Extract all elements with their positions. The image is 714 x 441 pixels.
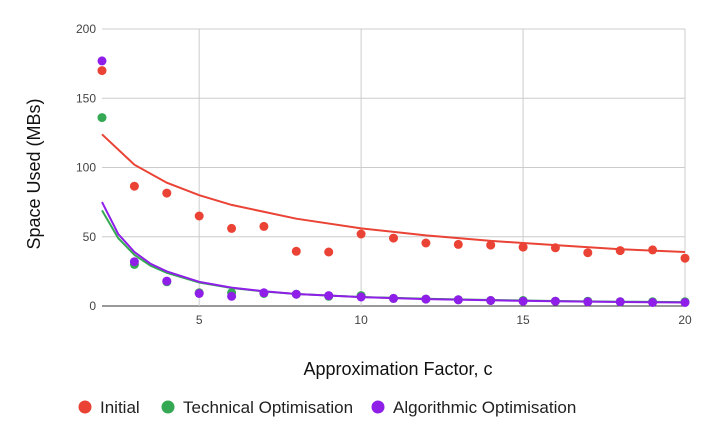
data-point-series-2 — [194, 289, 204, 298]
data-point-series-0 — [324, 247, 334, 257]
data-point-series-1 — [97, 113, 107, 123]
data-point-series-0 — [583, 248, 593, 258]
data-point-series-0 — [227, 223, 237, 233]
legend-label: Technical Optimisation — [183, 398, 353, 417]
data-point-series-0 — [648, 245, 658, 255]
trendline-series-1 — [101, 209, 686, 304]
legend-label: Algorithmic Optimisation — [393, 398, 576, 417]
y-tick-label: 0 — [89, 299, 96, 313]
data-point-series-2 — [356, 292, 366, 302]
data-point-series-2 — [259, 288, 269, 298]
legend-marker — [371, 400, 385, 414]
y-tick-label: 100 — [76, 161, 96, 175]
data-point-series-0 — [486, 240, 496, 250]
data-point-series-2 — [583, 297, 593, 307]
data-point-series-0 — [518, 242, 528, 252]
data-point-series-2 — [291, 289, 301, 299]
data-point-series-2 — [486, 296, 496, 305]
data-point-series-0 — [291, 246, 301, 256]
data-points — [97, 56, 690, 307]
data-point-series-2 — [389, 293, 398, 303]
legend-marker — [78, 400, 92, 414]
data-point-series-2 — [680, 298, 690, 307]
data-point-series-2 — [227, 291, 237, 301]
y-axis-ticks: 0 50 100 150 200 — [76, 22, 96, 313]
data-point-series-0 — [97, 66, 107, 76]
y-tick-label: 150 — [76, 91, 96, 105]
data-point-series-0 — [389, 233, 398, 243]
legend-item: Algorithmic Optimisation — [371, 398, 576, 417]
x-axis-title: Approximation Factor, c — [303, 359, 492, 379]
legend: Initial Technical Optimisation Algorithmic… — [78, 398, 576, 417]
data-point-series-0 — [356, 229, 366, 239]
data-point-series-2 — [550, 296, 560, 306]
y-tick-label: 200 — [76, 22, 96, 36]
data-point-series-0 — [259, 221, 269, 231]
data-point-series-0 — [162, 188, 172, 198]
data-point-series-2 — [324, 291, 334, 301]
x-tick-label: 20 — [678, 313, 692, 327]
legend-label: Initial — [100, 398, 140, 417]
trendlines — [101, 133, 686, 304]
data-point-series-2 — [162, 276, 172, 286]
y-tick-label: 50 — [83, 230, 97, 244]
data-point-series-2 — [129, 257, 139, 267]
trendline-series-0 — [101, 133, 686, 253]
data-point-series-0 — [129, 181, 139, 191]
data-point-series-0 — [421, 238, 431, 248]
legend-item: Technical Optimisation — [161, 398, 353, 417]
x-tick-label: 5 — [196, 313, 203, 327]
grid-lines — [102, 28, 686, 307]
legend-marker — [161, 400, 175, 414]
x-axis-ticks: 5 10 15 20 — [196, 313, 692, 327]
y-axis-title: Space Used (MBs) — [24, 98, 44, 249]
data-point-series-0 — [615, 246, 625, 256]
data-point-series-0 — [453, 239, 463, 249]
data-point-series-0 — [194, 211, 204, 221]
data-point-series-2 — [615, 297, 625, 307]
legend-item: Initial — [78, 398, 140, 417]
x-tick-label: 15 — [516, 313, 530, 327]
trendline-series-2 — [101, 201, 686, 304]
data-point-series-2 — [97, 56, 107, 66]
data-point-series-0 — [680, 253, 690, 263]
data-point-series-0 — [550, 243, 560, 253]
x-tick-label: 10 — [354, 313, 368, 327]
data-point-series-2 — [648, 298, 658, 307]
data-point-series-2 — [453, 295, 463, 305]
data-point-series-2 — [421, 294, 431, 304]
data-point-series-2 — [518, 296, 528, 306]
